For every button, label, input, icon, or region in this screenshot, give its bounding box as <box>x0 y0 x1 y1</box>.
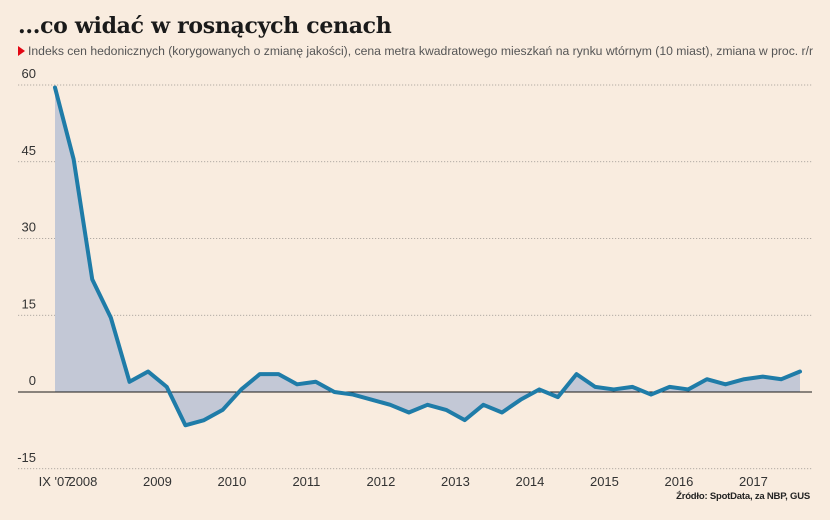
series-line <box>53 85 802 428</box>
y-tick-label: 45 <box>22 143 36 158</box>
chart-subtitle: Indeks cen hedonicznych (korygowanych o … <box>18 44 813 58</box>
y-tick-label: 0 <box>29 373 36 388</box>
subtitle-text: Indeks cen hedonicznych (korygowanych o … <box>28 44 814 58</box>
y-tick-label: 15 <box>22 296 36 311</box>
gridlines <box>18 84 812 470</box>
x-tick-label: 2013 <box>441 474 470 489</box>
y-tick-label: -15 <box>17 450 36 465</box>
triangle-marker-icon <box>18 46 25 56</box>
source-note: Źródło: SpotData, za NBP, GUS <box>676 491 810 502</box>
x-tick-label: IX '07 <box>39 474 72 489</box>
x-tick-label: 2008 <box>68 474 97 489</box>
x-tick-label: 2012 <box>366 474 395 489</box>
x-tick-label: 2009 <box>143 474 172 489</box>
x-tick-label: 2014 <box>515 474 544 489</box>
chart-title: ...co widać w rosnących cenach <box>18 13 392 39</box>
y-tick-label: 30 <box>22 220 36 235</box>
x-tick-label: 2011 <box>292 474 320 489</box>
x-tick-label: 2017 <box>739 474 768 489</box>
area-fill <box>55 87 800 426</box>
y-tick-label: 60 <box>22 66 36 81</box>
x-tick-label: 2010 <box>217 474 246 489</box>
y-axis-labels: 60 45 30 15 0 -15 <box>17 66 36 465</box>
x-tick-label: 2015 <box>590 474 619 489</box>
x-tick-label: 2016 <box>664 474 693 489</box>
